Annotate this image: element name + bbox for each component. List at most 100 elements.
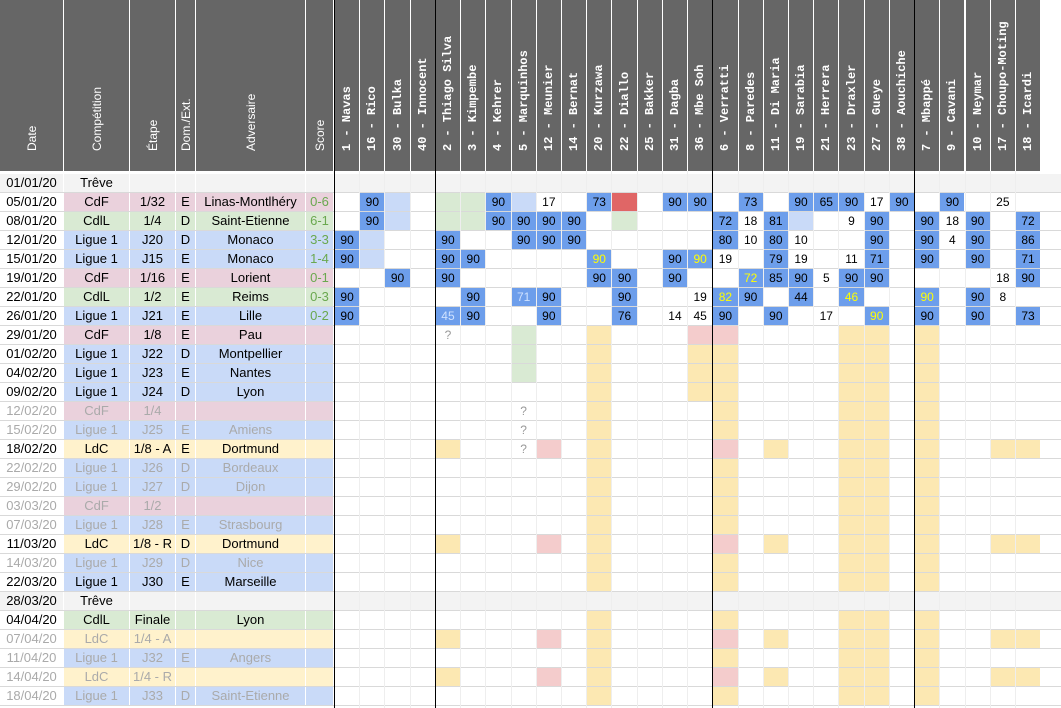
minutes-cell[interactable]: 90	[738, 288, 763, 306]
match-domext-cell[interactable]: E	[176, 516, 195, 534]
player-header[interactable]: 27 - Gueye	[864, 0, 889, 171]
minutes-cell[interactable]: 46	[839, 288, 864, 306]
match-etape-cell[interactable]: 1/16	[130, 269, 175, 287]
column-header-etape[interactable]: Étape	[130, 0, 175, 171]
match-etape-cell[interactable]: J27	[130, 478, 175, 496]
match-score-cell[interactable]	[306, 554, 333, 572]
match-etape-cell[interactable]: 1/4	[130, 212, 175, 230]
minutes-cell[interactable]: 90	[561, 212, 587, 230]
column-header-adv[interactable]: Adversaire	[196, 0, 305, 171]
match-score-cell[interactable]	[306, 573, 333, 591]
match-score-cell[interactable]: 0-6	[306, 193, 333, 211]
match-etape-cell[interactable]: 1/4	[130, 402, 175, 420]
match-adv-cell[interactable]: Montpellier	[196, 345, 305, 363]
match-date-cell[interactable]: 12/01/20	[0, 231, 63, 249]
match-adv-cell[interactable]: Angers	[196, 649, 305, 667]
minutes-cell[interactable]: ?	[444, 328, 452, 342]
match-domext-cell[interactable]: E	[176, 307, 195, 325]
match-date-cell[interactable]: 01/01/20	[0, 174, 63, 192]
minutes-cell[interactable]: 18	[743, 214, 758, 228]
player-header[interactable]: 14 - Bernat	[561, 0, 587, 171]
minutes-cell[interactable]: 45	[435, 307, 461, 325]
match-score-cell[interactable]	[306, 630, 333, 648]
minutes-cell[interactable]: 90	[864, 307, 889, 325]
minutes-cell[interactable]: 90	[763, 307, 788, 325]
minutes-cell[interactable]: 90	[461, 307, 486, 325]
match-date-cell[interactable]: 22/01/20	[0, 288, 63, 306]
minutes-cell[interactable]: 73	[738, 193, 763, 211]
minutes-cell[interactable]: 11	[845, 252, 858, 266]
match-adv-cell[interactable]: Bordeaux	[196, 459, 305, 477]
match-domext-cell[interactable]	[176, 497, 195, 515]
match-comp-cell[interactable]: Ligue 1	[64, 573, 129, 591]
match-domext-cell[interactable]	[176, 402, 195, 420]
match-etape-cell[interactable]: J30	[130, 573, 175, 591]
match-adv-cell[interactable]: Lille	[196, 307, 305, 325]
match-comp-cell[interactable]: CdF	[64, 193, 129, 211]
minutes-cell[interactable]: 90	[536, 212, 561, 230]
match-date-cell[interactable]: 14/04/20	[0, 668, 63, 686]
player-header[interactable]: 6 - Verratti	[713, 0, 738, 171]
match-adv-cell[interactable]: Monaco	[196, 231, 305, 249]
match-etape-cell[interactable]	[130, 174, 175, 192]
minutes-cell[interactable]: ?	[520, 404, 527, 418]
match-etape-cell[interactable]: J26	[130, 459, 175, 477]
minutes-cell[interactable]: 90	[915, 307, 940, 325]
minutes-cell[interactable]: 90	[435, 250, 461, 268]
match-domext-cell[interactable]: E	[176, 440, 195, 458]
match-adv-cell[interactable]: Amiens	[196, 421, 305, 439]
match-score-cell[interactable]: 6-1	[306, 212, 333, 230]
player-header[interactable]: 5 - Marquinhos	[511, 0, 536, 171]
minutes-cell[interactable]: 90	[536, 307, 561, 325]
minutes-cell[interactable]	[788, 212, 814, 230]
match-comp-cell[interactable]: Ligue 1	[64, 687, 129, 705]
minutes-cell[interactable]: 90	[940, 193, 965, 211]
minutes-cell[interactable]: 90	[587, 250, 612, 268]
minutes-cell[interactable]: 72	[738, 269, 763, 287]
match-domext-cell[interactable]: E	[176, 288, 195, 306]
match-adv-cell[interactable]: Lyon	[196, 383, 305, 401]
match-domext-cell[interactable]: E	[176, 649, 195, 667]
player-header[interactable]: 36 - Mbe Soh	[688, 0, 713, 171]
match-etape-cell[interactable]: J32	[130, 649, 175, 667]
player-header[interactable]: 30 - Bulka	[385, 0, 410, 171]
match-adv-cell[interactable]: Saint-Etienne	[196, 212, 305, 230]
match-date-cell[interactable]: 12/02/20	[0, 402, 63, 420]
minutes-cell[interactable]: 90	[612, 288, 637, 306]
match-comp-cell[interactable]: CdF	[64, 402, 129, 420]
match-comp-cell[interactable]: Ligue 1	[64, 364, 129, 382]
minutes-cell[interactable]: 90	[511, 212, 536, 230]
match-score-cell[interactable]	[306, 687, 333, 705]
match-date-cell[interactable]: 19/01/20	[0, 269, 63, 287]
minutes-cell[interactable]: 76	[612, 307, 637, 325]
minutes-cell[interactable]	[435, 212, 461, 230]
match-date-cell[interactable]: 15/01/20	[0, 250, 63, 268]
minutes-cell[interactable]: 80	[713, 231, 738, 249]
match-adv-cell[interactable]	[196, 630, 305, 648]
match-score-cell[interactable]: 0-2	[306, 307, 333, 325]
minutes-cell[interactable]: 90	[486, 193, 511, 211]
match-comp-cell[interactable]: Ligue 1	[64, 459, 129, 477]
minutes-cell[interactable]: 86	[1015, 231, 1041, 249]
match-adv-cell[interactable]: Nice	[196, 554, 305, 572]
column-header-date[interactable]: Date	[0, 0, 63, 171]
minutes-cell[interactable]: 90	[335, 288, 360, 306]
match-date-cell[interactable]: 04/02/20	[0, 364, 63, 382]
match-comp-cell[interactable]: Ligue 1	[64, 554, 129, 572]
minutes-cell[interactable]	[612, 212, 637, 230]
match-comp-cell[interactable]: Ligue 1	[64, 516, 129, 534]
match-etape-cell[interactable]: J29	[130, 554, 175, 572]
player-header[interactable]: 21 - Herrera	[814, 0, 839, 171]
match-domext-cell[interactable]: E	[176, 250, 195, 268]
match-domext-cell[interactable]: E	[176, 193, 195, 211]
column-header-score[interactable]: Score	[306, 0, 333, 171]
minutes-cell[interactable]: 71	[1015, 250, 1041, 268]
match-score-cell[interactable]	[306, 440, 333, 458]
match-adv-cell[interactable]: Monaco	[196, 250, 305, 268]
minutes-cell[interactable]: 8	[999, 290, 1007, 304]
player-header[interactable]: 7 - Mbappé	[915, 0, 940, 171]
match-adv-cell[interactable]: Dijon	[196, 478, 305, 496]
match-adv-cell[interactable]	[196, 174, 305, 192]
match-date-cell[interactable]: 22/03/20	[0, 573, 63, 591]
match-date-cell[interactable]: 07/04/20	[0, 630, 63, 648]
